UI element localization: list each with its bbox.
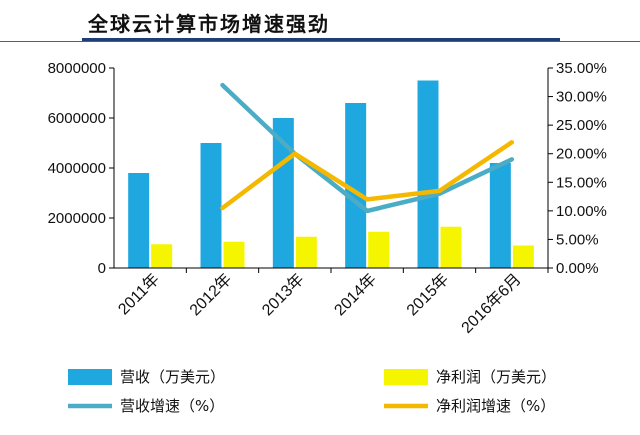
legend-label-3: 净利润增速（%） <box>436 397 555 415</box>
bar-revenue-1 <box>200 143 222 268</box>
right-tick-label-0: 0.00% <box>556 260 599 277</box>
axes-layer <box>113 68 549 269</box>
title-underline <box>82 38 560 41</box>
line-profit-growth <box>220 140 515 211</box>
bar-revenue-2 <box>272 118 294 268</box>
bar-profit-2 <box>295 236 317 268</box>
right-tick-label-6: 30.00% <box>556 89 607 106</box>
bar-profit-1 <box>223 241 245 268</box>
left-axis-ticks: 0 2000000 4000000 6000000 8000000 <box>48 60 114 277</box>
x-tick-label-4: 2015年 <box>403 270 452 319</box>
x-tick-label-2: 2013年 <box>258 270 307 319</box>
right-tick-label-2: 10.00% <box>556 203 607 220</box>
bars-layer <box>128 80 534 268</box>
x-tick-label-0: 2011年 <box>115 270 163 318</box>
bar-revenue-4 <box>417 80 439 268</box>
x-tick-label-5: 2016年6月 <box>458 270 525 337</box>
legend-label-1: 净利润（万美元） <box>436 368 556 386</box>
right-tick-label-7: 35.00% <box>556 60 607 77</box>
page-title: 全球云计算市场增速强劲 <box>88 12 330 36</box>
bar-profit-5 <box>512 245 534 268</box>
left-tick-label-2: 4000000 <box>48 160 106 177</box>
x-tick-label-3: 2014年 <box>331 270 380 319</box>
bar-revenue-3 <box>345 103 367 268</box>
bar-revenue-5 <box>489 163 511 268</box>
lines-layer <box>220 82 515 214</box>
right-tick-label-1: 5.00% <box>556 231 599 248</box>
x-tick-label-1: 2012年 <box>186 270 235 319</box>
legend-swatch-1 <box>384 369 428 385</box>
bar-profit-0 <box>151 244 173 268</box>
legend: 营收（万美元） 净利润（万美元） 营收增速（%） 净利润增速（%） <box>68 368 556 415</box>
header-bar: 全球云计算市场增速强劲 <box>0 0 640 48</box>
header-divider <box>0 41 640 42</box>
legend-swatch-0 <box>68 369 112 385</box>
right-axis-ticks: 0.00% 5.00% 10.00% 15.00% 20.00% 25.00% 30.00%… <box>548 60 607 277</box>
bar-profit-4 <box>440 226 462 268</box>
bar-revenue-0 <box>128 173 150 268</box>
line-revenue-growth <box>220 82 515 214</box>
left-tick-label-1: 2000000 <box>48 210 106 227</box>
left-tick-label-4: 8000000 <box>48 60 106 77</box>
legend-label-2: 营收增速（%） <box>120 397 224 415</box>
right-tick-label-5: 25.00% <box>556 117 607 134</box>
left-tick-label-3: 6000000 <box>48 110 106 127</box>
x-axis-ticks: 2011年 2012年 2013年 2014年 2015年 2016年6月 <box>115 268 549 337</box>
left-tick-label-0: 0 <box>98 260 106 277</box>
bar-profit-3 <box>368 231 390 268</box>
right-tick-label-3: 15.00% <box>556 174 607 191</box>
right-tick-label-4: 20.00% <box>556 146 607 163</box>
legend-label-0: 营收（万美元） <box>120 368 225 386</box>
